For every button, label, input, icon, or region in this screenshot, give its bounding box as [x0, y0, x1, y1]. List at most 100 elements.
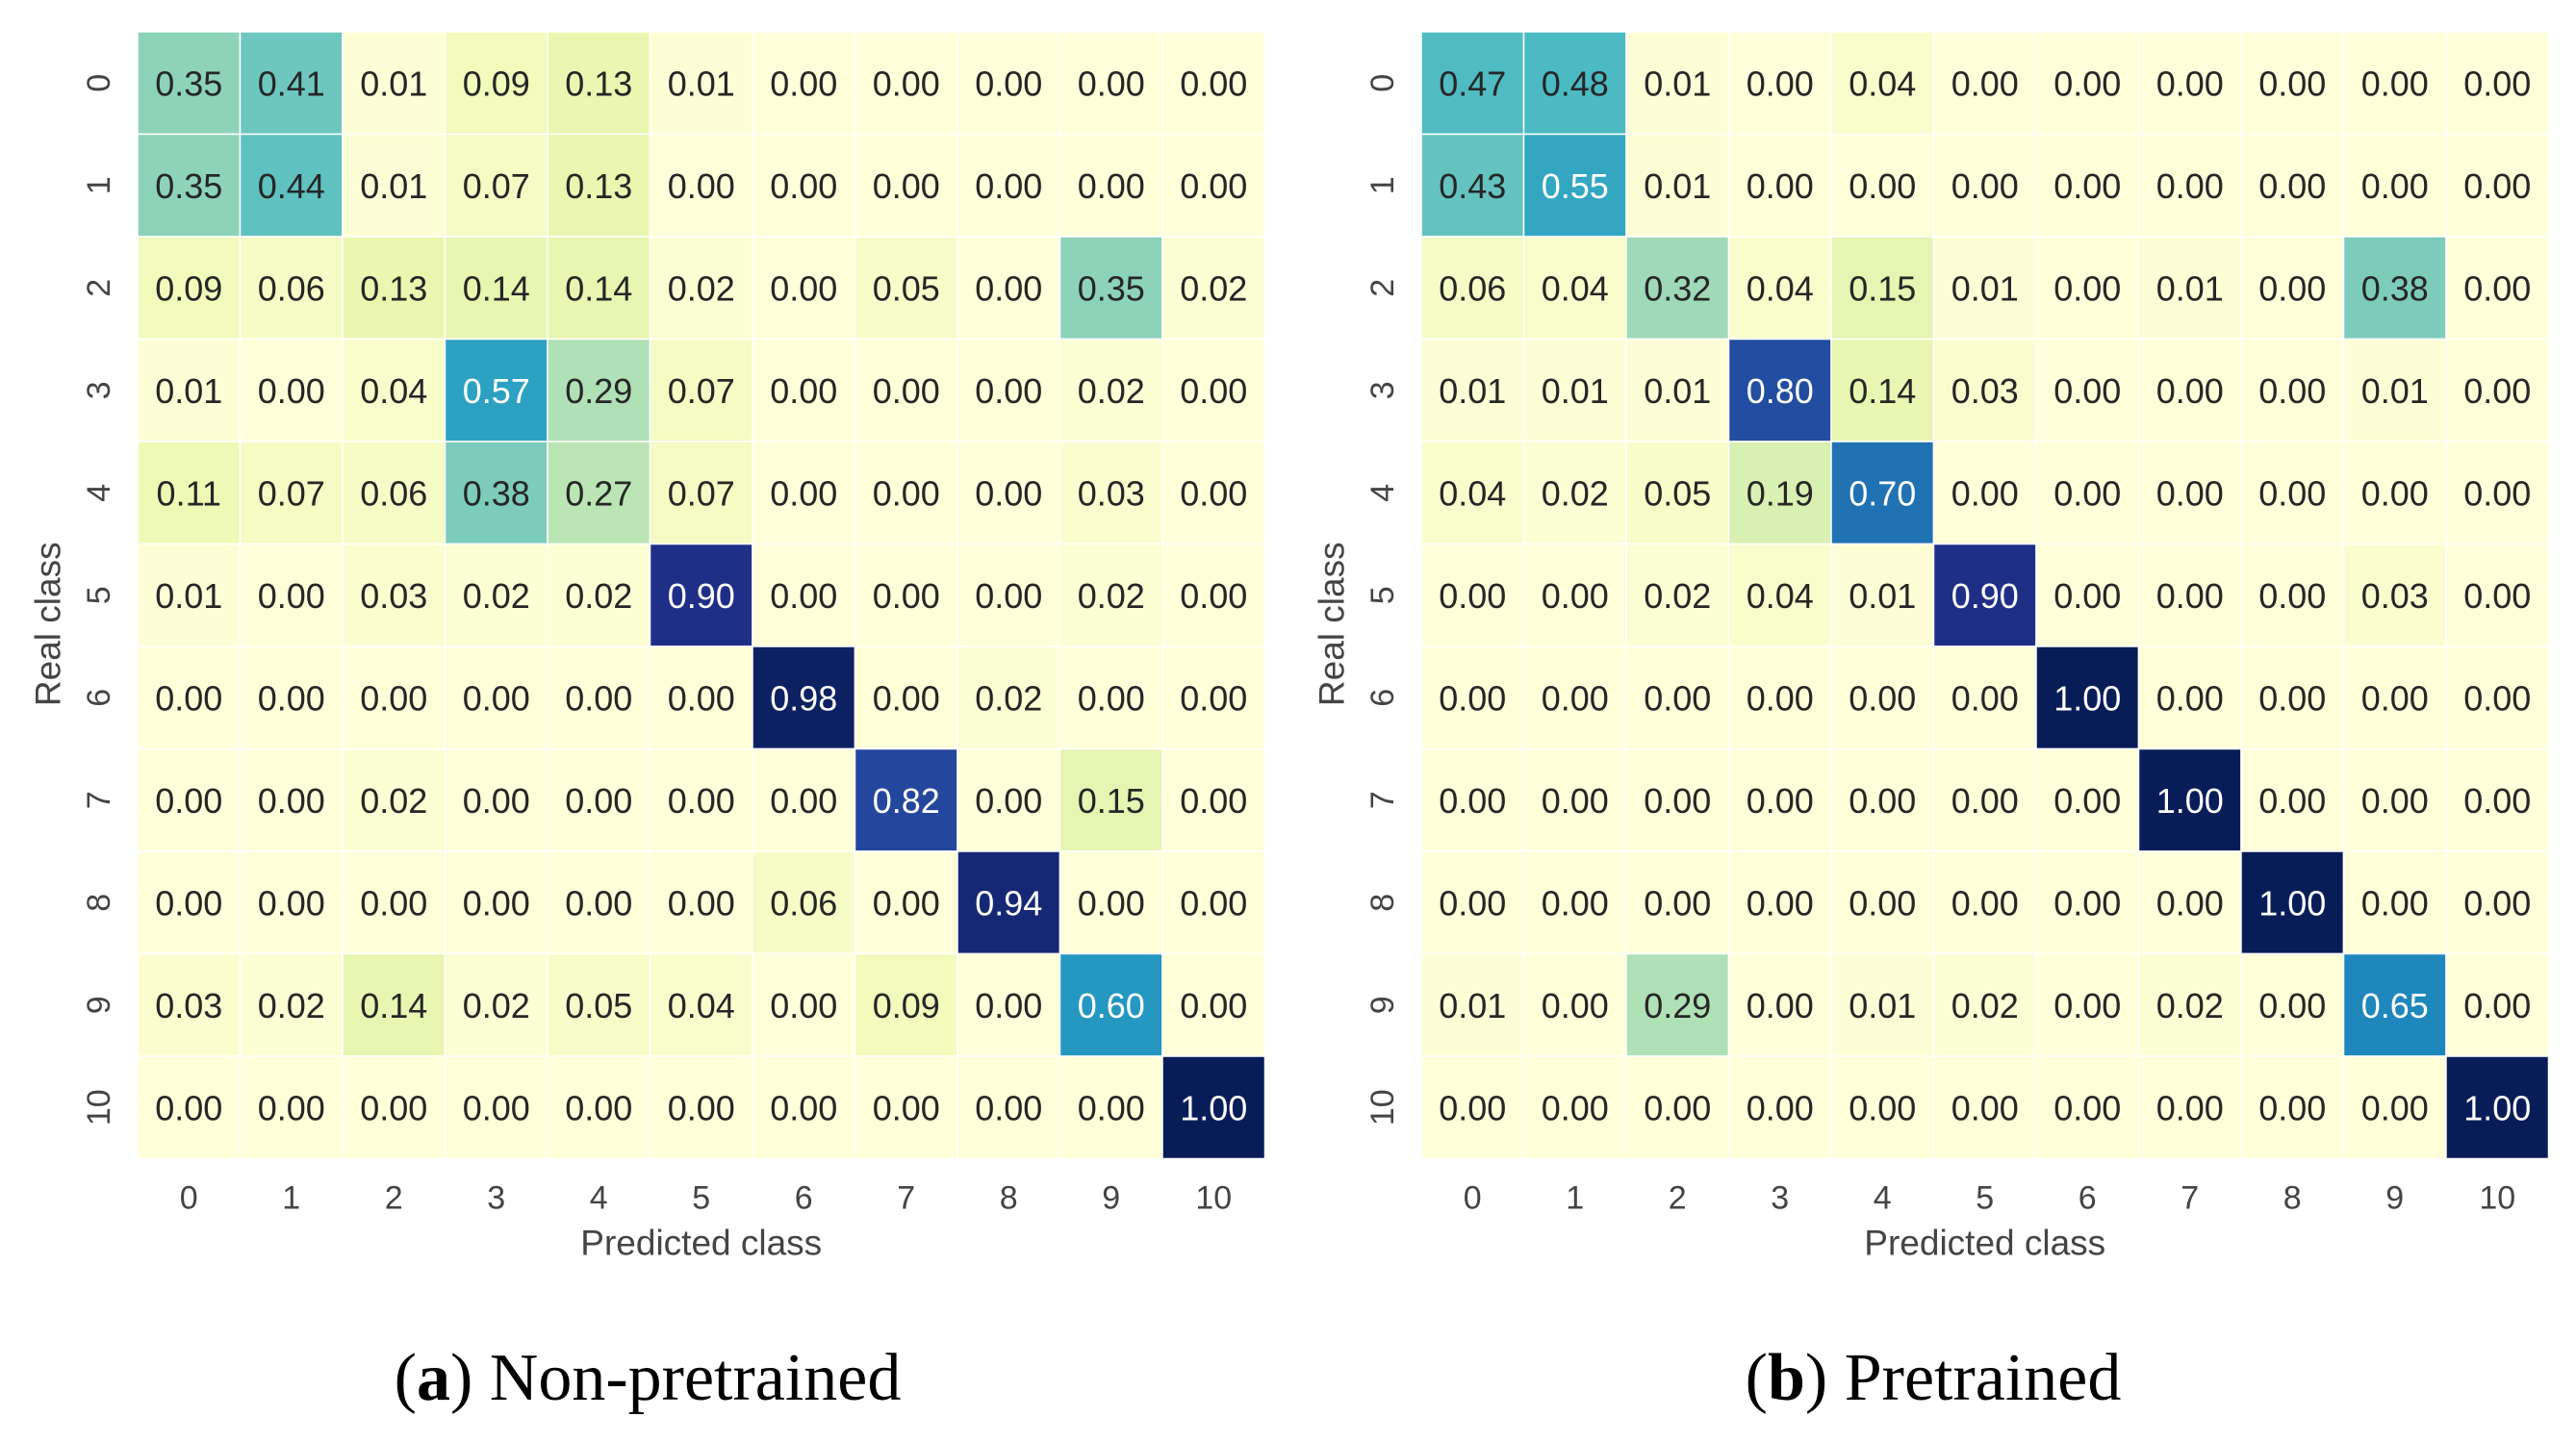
cell-value-label: 0.01 — [1439, 371, 1506, 411]
heatmap-cell — [2240, 338, 2345, 443]
heatmap-cell — [1161, 338, 1266, 443]
cell-value-label: 0.38 — [463, 473, 530, 513]
cell-value-label: 0.00 — [1542, 883, 1609, 923]
x-tick-label: 3 — [1771, 1180, 1789, 1217]
cell-value-label: 0.01 — [155, 371, 222, 411]
heatmap-cell — [547, 441, 651, 545]
cell-value-label: 0.00 — [1078, 1088, 1145, 1127]
heatmap-cell — [1522, 850, 1627, 955]
cell-value-label: 0.00 — [1542, 1088, 1609, 1127]
cell-value-label: 0.00 — [668, 1088, 735, 1127]
cell-value-label: 0.00 — [2258, 781, 2326, 821]
cell-value-label: 0.01 — [2361, 371, 2429, 411]
cell-value-label: 0.00 — [2463, 473, 2531, 513]
heatmap-cell — [2137, 236, 2242, 341]
heatmap-cell — [2240, 952, 2345, 1057]
x-tick-label: 8 — [2283, 1180, 2302, 1217]
heatmap-cell — [649, 952, 753, 1057]
cell-value-label: 0.01 — [1644, 371, 1711, 411]
cell-value-label: 0.13 — [565, 63, 632, 103]
cell-value-label: 0.00 — [873, 473, 940, 513]
y-tick-label: 7 — [81, 791, 117, 809]
heatmap-cell — [2137, 645, 2242, 750]
cell-value-label: 0.00 — [360, 1088, 427, 1127]
cell-value-label: 0.00 — [975, 781, 1042, 821]
cell-value-label: 0.00 — [975, 268, 1042, 308]
cell-value-label: 0.01 — [1439, 986, 1506, 1025]
heatmap-cell — [752, 441, 856, 545]
cell-value-label: 0.00 — [463, 781, 530, 821]
heatmap-cell — [444, 31, 548, 136]
panel-caption: (a) Non-pretrained — [395, 1341, 902, 1415]
heatmap-cell — [1161, 1055, 1266, 1160]
cell-value-label: 0.03 — [1078, 473, 1145, 513]
cell-value-label: 1.00 — [2156, 781, 2224, 821]
cell-value-label: 0.06 — [258, 268, 325, 308]
heatmap-cell — [1932, 543, 2037, 647]
heatmap-cell — [2137, 338, 2242, 443]
cell-value-label: 0.00 — [1542, 576, 1609, 616]
caption-letter: a — [417, 1341, 450, 1415]
cell-value-label: 0.07 — [258, 473, 325, 513]
heatmap-cell — [1161, 236, 1266, 341]
heatmap-cell — [854, 31, 958, 136]
cell-value-label: 0.00 — [1439, 576, 1506, 616]
cell-value-label: 0.01 — [668, 63, 735, 103]
heatmap-cell — [444, 441, 548, 545]
cell-value-label: 0.38 — [2361, 268, 2429, 308]
cell-value-label: 0.00 — [1078, 63, 1145, 103]
heatmap-cell — [2035, 338, 2140, 443]
heatmap-cell — [649, 236, 753, 341]
y-tick-label: 6 — [1365, 689, 1401, 707]
heatmap-cell — [239, 1055, 344, 1160]
caption-title: Non-pretrained — [490, 1341, 902, 1415]
heatmap-cell — [1522, 338, 1627, 443]
heatmap-cell — [1420, 441, 1525, 545]
cell-value-label: 0.00 — [2463, 781, 2531, 821]
cell-value-label: 0.55 — [1542, 166, 1609, 206]
heatmap-cell — [137, 747, 242, 852]
heatmap-cell — [1058, 31, 1163, 136]
cell-value-label: 0.00 — [258, 1088, 325, 1127]
cell-value-label: 0.90 — [1951, 576, 2019, 616]
cell-value-label: 0.27 — [565, 473, 632, 513]
cell-value-label: 0.01 — [2156, 268, 2224, 308]
cell-value-label: 0.03 — [155, 986, 222, 1025]
cell-value-label: 0.00 — [2053, 781, 2121, 821]
heatmap-cell — [1522, 543, 1627, 647]
x-tick-label: 5 — [1976, 1180, 1994, 1217]
heatmap-cell — [956, 338, 1061, 443]
heatmap-cell — [137, 543, 242, 647]
cell-value-label: 0.01 — [1542, 371, 1609, 411]
cell-value-label: 0.00 — [1849, 166, 1916, 206]
heatmap-cell — [1058, 1055, 1163, 1160]
cell-value-label: 0.00 — [1951, 781, 2019, 821]
heatmap-cell — [1727, 338, 1832, 443]
cell-value-label: 0.01 — [1849, 986, 1916, 1025]
cell-value-label: 0.01 — [155, 576, 222, 616]
heatmap-cell — [2445, 338, 2550, 443]
y-tick-label: 4 — [81, 484, 117, 502]
x-tick-label: 1 — [1566, 1180, 1584, 1217]
cell-value-label: 0.00 — [565, 1088, 632, 1127]
cell-value-label: 0.82 — [873, 781, 940, 821]
cell-value-label: 0.00 — [2258, 166, 2326, 206]
cell-value-label: 0.00 — [1849, 678, 1916, 718]
cell-value-label: 0.00 — [975, 473, 1042, 513]
cell-value-label: 0.00 — [2258, 473, 2326, 513]
x-tick-label: 10 — [2479, 1180, 2515, 1217]
x-tick-label: 0 — [180, 1180, 198, 1217]
heatmap-cell — [1420, 747, 1525, 852]
cell-value-label: 0.00 — [2463, 63, 2531, 103]
cell-value-label: 0.01 — [1951, 268, 2019, 308]
heatmap-cell — [1932, 952, 2037, 1057]
heatmap-cell — [854, 952, 958, 1057]
cell-value-label: 0.00 — [1747, 166, 1814, 206]
x-tick-label: 5 — [692, 1180, 710, 1217]
heatmap-cell — [444, 543, 548, 647]
cell-value-label: 0.00 — [2463, 371, 2531, 411]
heatmap-cell — [444, 952, 548, 1057]
y-axis-label: Real class — [29, 542, 68, 706]
heatmap-cell — [1830, 850, 1935, 955]
heatmap-cell — [1727, 645, 1832, 750]
